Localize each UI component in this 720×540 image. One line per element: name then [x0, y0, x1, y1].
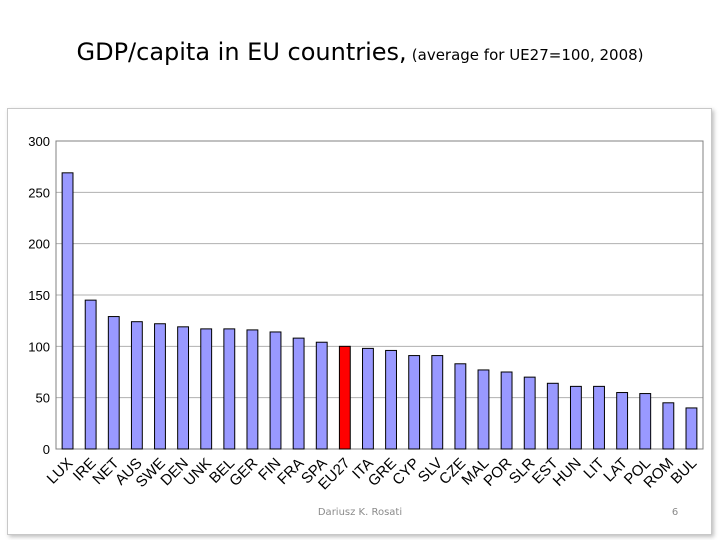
- bar: [639, 393, 652, 450]
- bar: [385, 349, 397, 450]
- bar-chart: 050100150200250300LUXIRENETAUSSWEDENUNKB…: [28, 134, 704, 493]
- bar: [662, 402, 675, 450]
- bar: [200, 328, 213, 450]
- bar: [154, 323, 166, 450]
- y-tick-label: 200: [28, 237, 50, 252]
- bar: [616, 392, 629, 450]
- bar: [61, 172, 74, 450]
- bar: [292, 337, 305, 450]
- bar: [569, 385, 582, 450]
- y-tick-label: 150: [28, 288, 50, 303]
- bar: [223, 328, 236, 450]
- footer-author: Dariusz K. Rosati: [317, 507, 403, 518]
- bar: [523, 376, 536, 450]
- bar: [431, 355, 444, 450]
- bar: [546, 382, 559, 450]
- title-subtitle: (average for UE27=100, 2008): [411, 46, 644, 64]
- x-tick-label: BUL: [668, 455, 701, 488]
- slide-title: GDP/capita in EU countries, (average for…: [0, 38, 720, 66]
- y-tick-label: 250: [28, 185, 50, 200]
- bar: [315, 341, 328, 450]
- bar: [685, 407, 698, 450]
- bar: [177, 326, 190, 450]
- title-main: GDP/capita in EU countries,: [76, 38, 407, 66]
- bar: [338, 345, 351, 450]
- bar: [107, 316, 120, 450]
- bar: [246, 329, 259, 450]
- bar: [454, 363, 467, 450]
- bar: [130, 321, 143, 450]
- bar: [500, 371, 513, 450]
- plot-area: [55, 140, 704, 450]
- bar: [362, 347, 374, 450]
- chart-frame: [7, 108, 712, 535]
- y-tick-label: 50: [36, 391, 50, 406]
- y-tick-label: 100: [28, 339, 50, 354]
- footer-page-number: 6: [671, 507, 679, 518]
- bar: [84, 299, 97, 450]
- bar: [593, 385, 605, 450]
- y-tick-label: 300: [28, 134, 50, 149]
- y-tick-label: 0: [43, 442, 50, 457]
- x-tick-label: HUN: [550, 455, 585, 490]
- bar: [477, 369, 490, 450]
- bar: [408, 355, 421, 450]
- bar: [269, 331, 282, 450]
